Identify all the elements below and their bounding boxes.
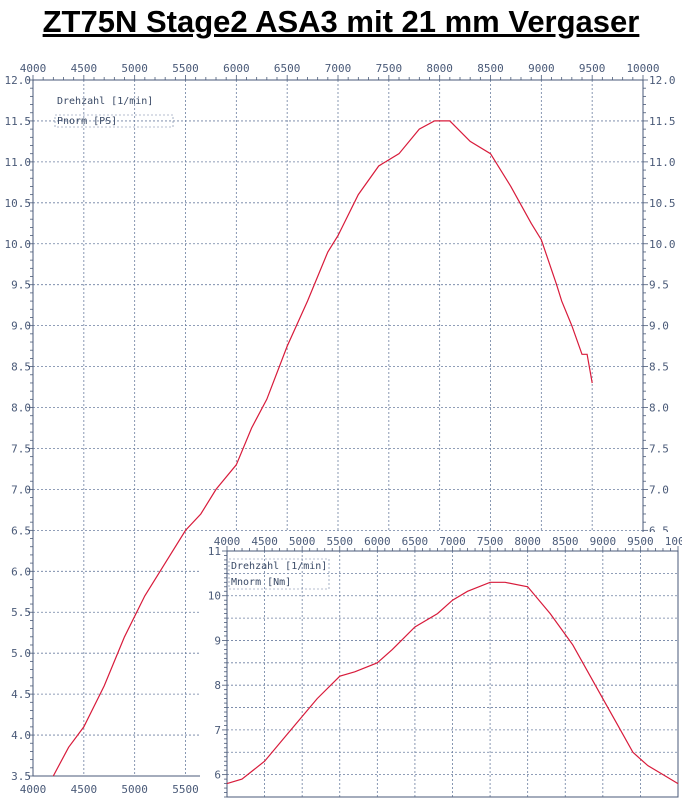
legend-entry: Drehzahl [1/min] [57,96,153,107]
y-tick-label-right: 7.0 [649,483,669,496]
chart-title: ZT75N Stage2 ASA3 mit 21 mm Vergaser [42,4,640,39]
y-tick-label-right: 10.0 [649,238,676,251]
y-tick-label-left: 10.5 [5,197,32,210]
inset-x-tick-label: 7000 [439,535,466,548]
torque-inset-chart: 4000 4500 5000 5500 6000 6500 7000 7500 8000 8500… [200,532,682,800]
y-tick-label-left: 11.5 [5,115,32,128]
x-tick-label-top: 5500 [172,62,199,75]
y-tick-label-right: 11.0 [649,156,676,169]
y-tick-label-left: 7.0 [11,483,31,496]
inset-legend-box [228,558,330,590]
power-series-line [52,120,593,777]
legend-entry: Pnorm [PS] [57,116,117,127]
inset-x-tick-label: 6500 [402,535,429,548]
inset-x-tick-label: 6000 [364,535,391,548]
inset-x-tick-label: 8000 [514,535,541,548]
y-tick-label-right: 7.5 [649,442,669,455]
inset-legend-entry: Mnorm [Nm] [231,577,291,588]
y-tick-label-right: 9.0 [649,320,669,333]
y-tick-label-left: 9.5 [11,279,31,292]
y-tick-label-left: 6.5 [11,524,31,537]
y-tick-label-right: 10.5 [649,197,676,210]
inset-y-tick-label: 11 [208,545,221,558]
torque-series-line [226,581,679,785]
y-tick-label-left: 9.0 [11,320,31,333]
y-tick-label-left: 8.0 [11,402,31,415]
inset-legend-entry: Drehzahl [1/min] [231,561,327,572]
y-tick-label-right: 8.5 [649,361,669,374]
x-tick-label-top: 5000 [121,62,148,75]
x-tick-label-bottom: 5000 [121,783,148,796]
inset-y-tick-label: 9 [214,634,221,647]
inset-y-tick-label: 6 [214,769,221,782]
x-tick-label-top: 10000 [626,62,659,75]
x-tick-label-top: 9000 [528,62,555,75]
y-tick-label-right: 11.5 [649,115,676,128]
y-tick-label-right: 8.0 [649,402,669,415]
inset-x-tick-label: 9000 [590,535,617,548]
y-tick-label-left: 6.0 [11,565,31,578]
legend-box [54,114,174,128]
y-tick-label-left: 10.0 [5,238,32,251]
x-tick-label-bottom: 4000 [20,783,47,796]
x-tick-label-bottom: 4500 [71,783,98,796]
inset-x-tick-label: 5000 [289,535,316,548]
y-tick-label-left: 5.5 [11,606,31,619]
y-tick-label-left: 8.5 [11,361,31,374]
x-tick-label-top: 4500 [71,62,98,75]
x-tick-label-top: 7500 [376,62,403,75]
x-tick-label-top: 9500 [579,62,606,75]
inset-x-tick-label: 7500 [477,535,504,548]
y-tick-label-left: 4.5 [11,688,31,701]
x-tick-label-top: 4000 [20,62,47,75]
inset-panel [200,532,682,800]
y-tick-label-left: 7.5 [11,442,31,455]
x-tick-label-top: 7000 [325,62,352,75]
y-tick-label-left: 5.0 [11,647,31,660]
y-tick-label-left: 4.0 [11,729,31,742]
inset-y-tick-label: 7 [214,724,221,737]
x-tick-label-bottom: 5500 [172,783,199,796]
inset-y-tick-label: 8 [214,679,221,692]
x-tick-label-top: 6500 [274,62,301,75]
x-tick-label-top: 8500 [477,62,504,75]
inset-x-tick-label: 4000 [214,535,241,548]
x-tick-label-top: 8000 [426,62,453,75]
y-tick-label-left: 11.0 [5,156,32,169]
x-tick-label-top: 6000 [223,62,250,75]
y-tick-label-right: 9.5 [649,279,669,292]
inset-x-tick-label: 1000 [665,535,682,548]
y-tick-label-right: 12.0 [649,74,676,87]
inset-x-tick-label: 9500 [627,535,654,548]
inset-y-tick-label: 10 [208,590,221,603]
inset-x-tick-label: 8500 [552,535,579,548]
y-tick-label-left: 3.5 [11,770,31,783]
inset-x-tick-label: 5500 [327,535,354,548]
inset-x-tick-label: 4500 [251,535,278,548]
y-tick-label-left: 12.0 [5,74,32,87]
